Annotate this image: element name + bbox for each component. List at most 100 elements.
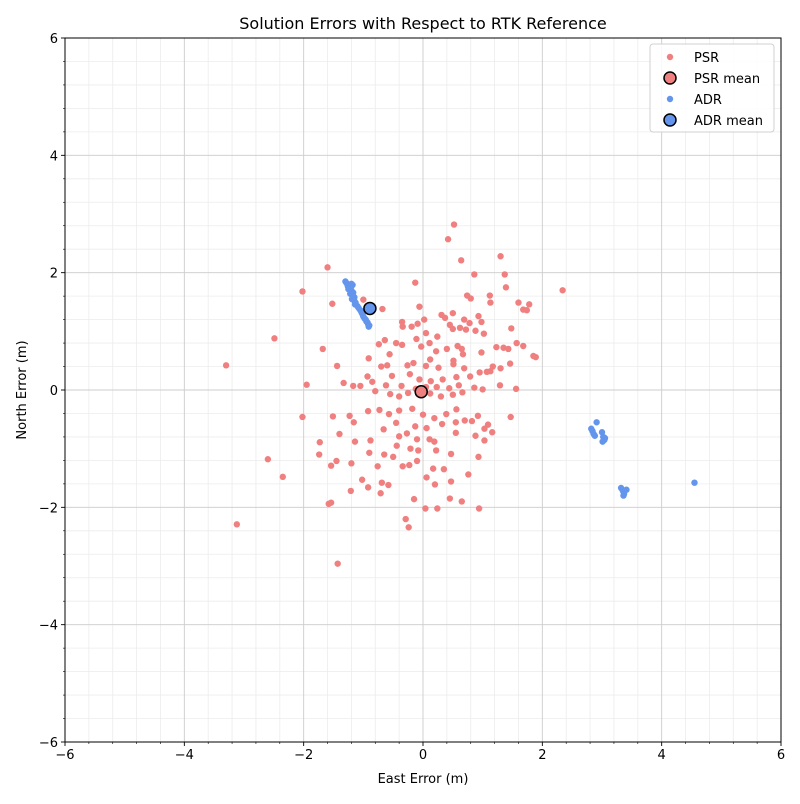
psr-point [476,369,483,376]
psr-point [455,382,462,389]
psr-point [426,339,433,347]
psr-point [365,355,372,362]
psr-point [456,324,464,332]
psr-point [443,410,450,418]
psr-point [450,360,457,368]
psr-point [372,387,379,395]
psr-point [379,305,386,313]
psr-point [431,481,439,488]
psr-point [475,312,482,320]
psr-point [449,391,457,398]
legend-box [649,43,775,133]
psr-point [426,390,434,397]
psr-point [439,376,446,383]
psr-point [384,362,391,369]
psr-point [426,436,433,443]
psr-point [222,362,230,369]
psr-point [422,505,429,512]
psr-point [462,326,470,333]
psr-point [398,341,406,349]
psr-point [446,385,453,392]
psr-point [460,316,468,323]
psr-point [412,279,419,286]
psr-point [392,419,400,427]
psr-point [419,411,427,418]
psr-point [364,373,371,380]
psr-point [478,318,485,326]
psr-point [496,382,504,389]
psr-point [487,368,494,375]
psr-point [398,318,406,326]
psr-point [381,451,388,458]
psr-point [452,419,460,426]
psr-point [512,385,520,393]
psr-point [366,449,373,456]
psr-point [413,335,420,343]
psr-point [381,336,389,344]
psr-point [475,453,482,461]
psr-point [410,359,417,367]
psr-point [487,299,494,306]
psr-point [386,351,393,358]
psr-point [422,329,430,337]
psr-point [489,429,496,436]
psr-point [348,460,355,467]
psr-point [358,476,366,483]
psr-point [416,303,423,310]
psr-mean-marker [414,385,428,399]
psr-point [458,345,465,353]
psr-point [449,325,457,333]
psr-point [427,378,434,385]
psr-point [406,461,413,469]
psr-point [336,430,343,438]
x-tick-label: 0 [419,748,427,763]
psr-point [501,271,508,278]
psr-point [444,236,452,243]
psr-point [467,295,474,302]
x-tick-label: −4 [175,748,194,763]
legend-psr-swatch [666,53,674,61]
y-tick-label: −4 [39,619,58,634]
psr-point [502,284,510,291]
psr-point [351,438,359,445]
psr-point [466,319,473,327]
psr-point [474,412,482,420]
psr-point [377,490,384,497]
psr-point [486,292,494,299]
psr-point [414,320,421,327]
psr-point [437,393,445,400]
psr-point [271,335,278,342]
psr-point [458,498,465,505]
psr-point [423,424,430,432]
psr-point [410,495,418,503]
psr-point [324,264,331,271]
y-tick-label: 2 [50,267,58,282]
psr-point [461,417,468,424]
adr-point [365,323,372,330]
psr-point [399,323,406,330]
legend-psr-mean-label: PSR mean [694,72,760,87]
y-tick-label: 0 [50,384,58,399]
psr-point [434,333,441,340]
psr-point [303,381,310,388]
psr-point [398,382,405,390]
psr-point [432,447,440,454]
psr-point [380,426,387,433]
x-tick-label: 4 [658,748,666,763]
psr-point [441,314,449,322]
legend-adr-label: ADR [694,93,722,108]
psr-point [475,505,483,512]
psr-point [395,393,403,400]
psr-point [333,362,341,370]
psr-point [389,453,397,461]
psr-point [409,405,416,412]
psr-point [515,299,522,306]
psr-point [497,253,504,260]
psr-point [385,410,393,418]
psr-point [559,287,566,294]
psr-point [382,382,390,389]
adr-point [601,434,609,442]
adr-point [623,486,630,493]
psr-point [422,362,430,370]
psr-point [404,362,411,369]
